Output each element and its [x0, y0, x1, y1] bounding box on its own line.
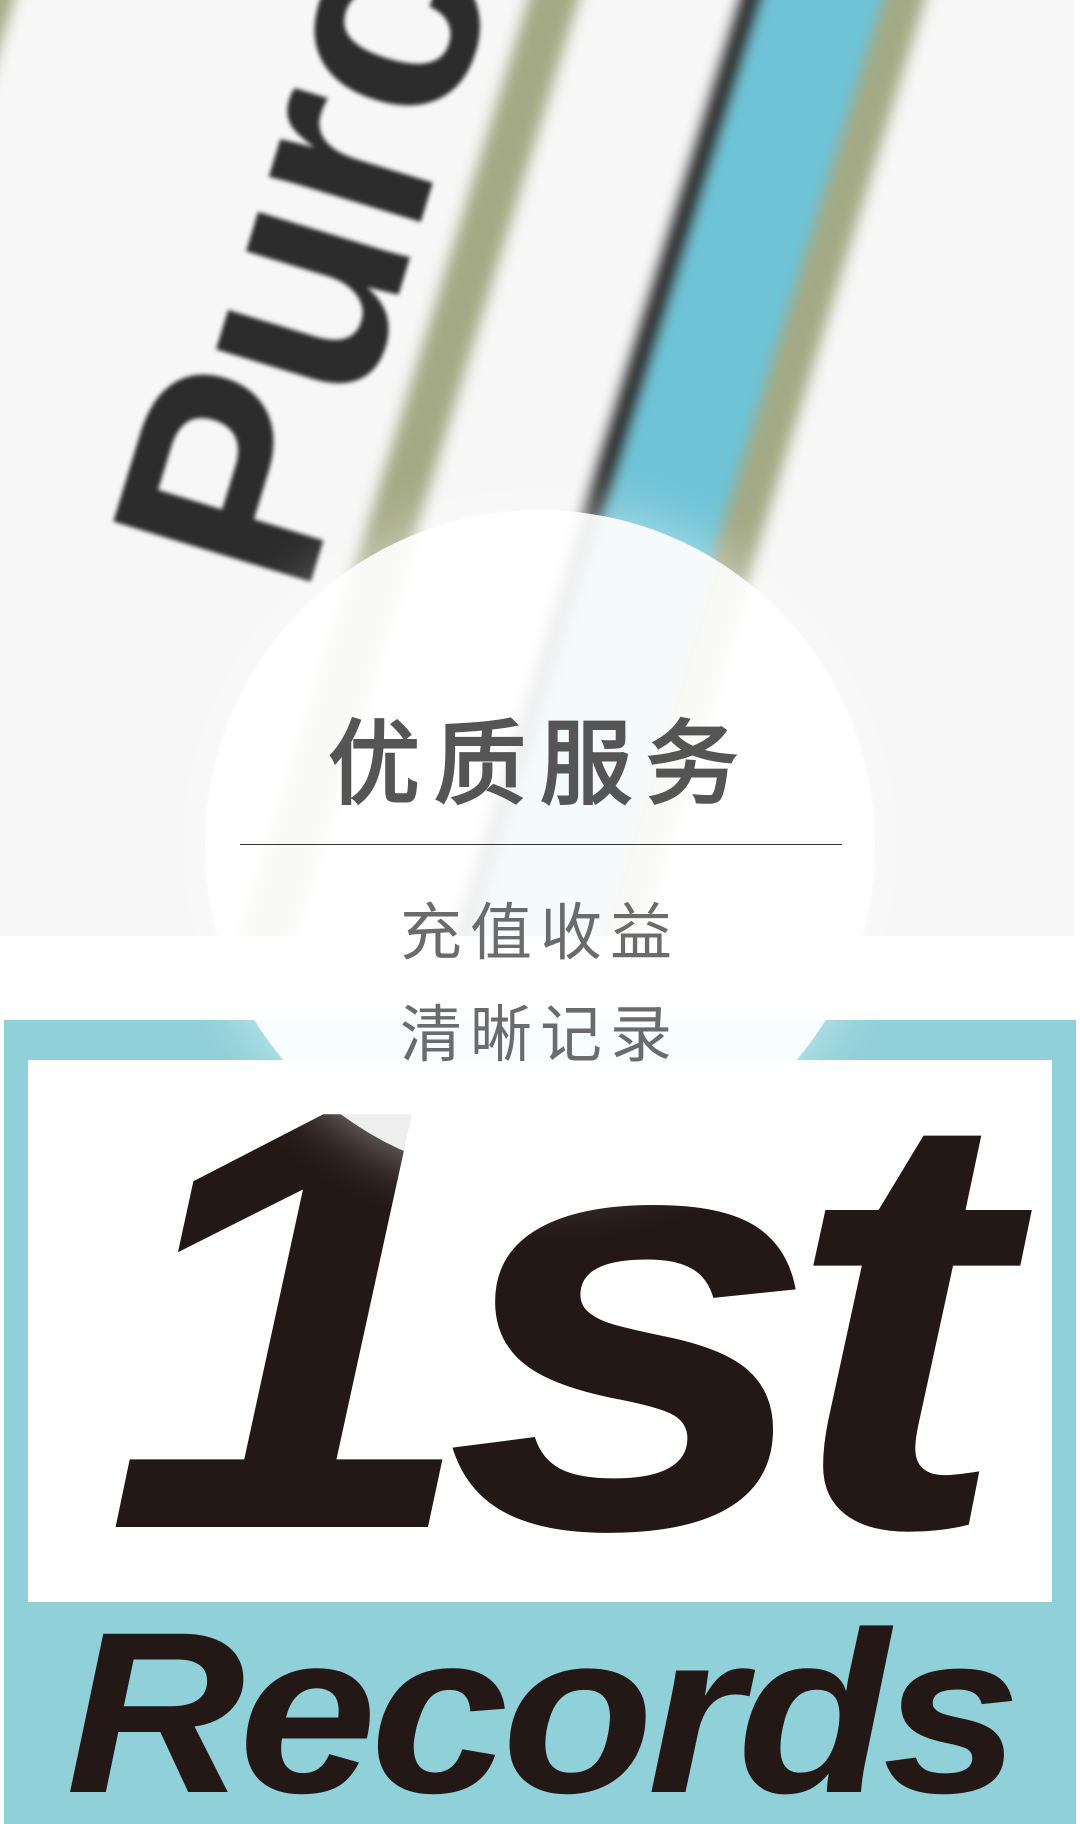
title-divider: [240, 844, 842, 845]
service-line-2: 清晰记录: [399, 998, 680, 1071]
service-line-1: 充值收益: [399, 896, 680, 969]
logo-sub-text: Records: [65, 1584, 1021, 1824]
hero-edge: [1074, 0, 1080, 936]
logo-white-panel: 1st: [28, 1020, 1052, 1620]
service-circle: [205, 510, 875, 1180]
service-title: 优质服务: [327, 711, 752, 818]
